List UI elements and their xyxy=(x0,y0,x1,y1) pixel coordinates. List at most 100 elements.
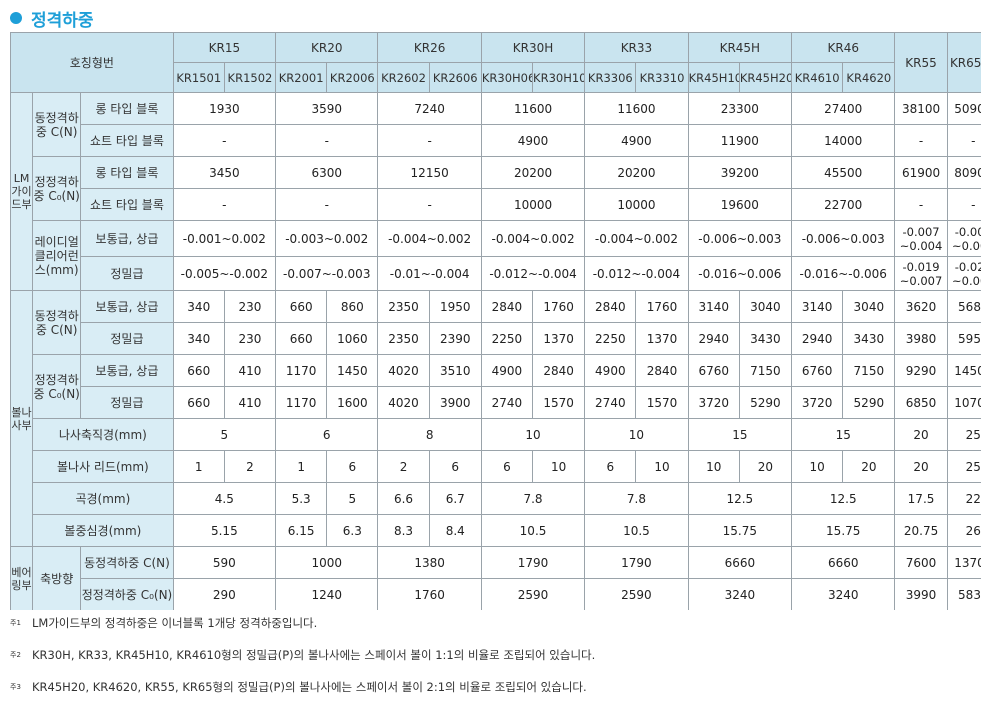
value-cell: 590 xyxy=(172,546,277,579)
value-cell: 3510 xyxy=(428,354,482,387)
value-cell: 6.7 xyxy=(428,482,482,515)
value-cell: 2250 xyxy=(480,322,534,355)
value-cell: 10 xyxy=(635,450,689,483)
value-cell: 7600 xyxy=(894,546,948,579)
model-subheader: KR1501 xyxy=(172,62,225,93)
value-cell: 8.4 xyxy=(428,514,482,547)
value-cell: 2390 xyxy=(428,322,482,355)
value-cell: 39200 xyxy=(687,156,793,189)
value-cell: - xyxy=(377,188,482,221)
value-cell: 11900 xyxy=(687,124,793,157)
value-cell: 3980 xyxy=(894,322,948,355)
row-label: 나사축직경(mm) xyxy=(32,418,174,451)
value-cell: 4900 xyxy=(480,124,586,157)
value-cell: 1370 xyxy=(532,322,586,355)
section-ball-screw: 볼나사부 xyxy=(10,290,34,547)
value-cell: 2840 xyxy=(635,354,689,387)
value-cell: 1930 xyxy=(172,92,277,125)
value-cell: - xyxy=(377,124,482,157)
value-cell: 10000 xyxy=(584,188,689,221)
table-row: 정밀급 -0.005~-0.002 -0.007~-0.003 -0.01~-0.00… xyxy=(11,256,981,291)
table-row: 곡경(mm) 4.5 5.3 5 6.6 6.7 7.8 7.8 12.5 12.5 17.5 22 xyxy=(11,482,981,515)
value-cell: 11600 xyxy=(584,92,689,125)
value-cell: - xyxy=(172,188,277,221)
value-cell: 10 xyxy=(532,450,586,483)
value-cell: 1170 xyxy=(275,386,328,419)
value-cell: -0.006~0.003 xyxy=(791,220,896,257)
value-cell: 6760 xyxy=(791,354,844,387)
value-cell: 38100 xyxy=(894,92,948,125)
value-cell: -0.012~-0.004 xyxy=(584,256,689,291)
value-cell: - xyxy=(946,188,981,221)
footnote-marker: 주1 xyxy=(10,619,21,627)
footnote-text: KR45H20, KR4620, KR55, KR65형의 정밀급(P)의 볼나… xyxy=(32,680,587,694)
row-label: 정밀급 xyxy=(80,256,174,291)
value-cell: 5830 xyxy=(946,578,981,610)
section-title: 정격하중 xyxy=(10,6,94,31)
value-cell: 1380 xyxy=(377,546,482,579)
value-cell: 3140 xyxy=(687,290,740,323)
value-cell: 8.3 xyxy=(377,514,430,547)
model-subheader: KR1502 xyxy=(223,62,277,93)
value-cell: - xyxy=(275,124,379,157)
value-cell: 26 xyxy=(946,514,981,547)
value-cell: 20 xyxy=(738,450,793,483)
table-row: 호칭형번 KR15 KR20 KR26 KR30H KR33 KR45H KR46 KR55 KR… xyxy=(10,32,981,93)
value-cell: 5290 xyxy=(842,386,896,419)
value-cell: 1790 xyxy=(584,546,689,579)
value-cell: 15.75 xyxy=(687,514,793,547)
row-group-label: 정정격하중 C₀(N) xyxy=(32,156,82,221)
value-cell: 10 xyxy=(687,450,740,483)
model-subheader: KR30H10 xyxy=(532,62,586,93)
value-cell: 22 xyxy=(946,482,981,515)
value-cell: 2 xyxy=(223,450,277,483)
value-cell: 1570 xyxy=(532,386,586,419)
value-cell: 50900 xyxy=(946,92,981,125)
value-cell: 6 xyxy=(584,450,637,483)
model-subheader: KR45H10 xyxy=(687,62,740,93)
row-group-label: 레이디얼클리어런스(mm) xyxy=(32,220,82,291)
row-label: 곡경(mm) xyxy=(32,482,174,515)
footnote-1: 주1 LM가이드부의 정격하중은 이너블록 1개당 정격하중입니다. xyxy=(10,612,317,634)
row-label: 볼중심경(mm) xyxy=(32,514,174,547)
value-cell: 6.3 xyxy=(326,514,379,547)
value-cell: 3430 xyxy=(738,322,793,355)
row-group-label: 동정격하중 C(N) xyxy=(32,92,82,157)
value-cell: 1450 xyxy=(326,354,379,387)
value-cell: 2940 xyxy=(791,322,844,355)
table-row: KR1501 KR1502 KR2001 KR2006 KR2602 KR2606 KR30… xyxy=(11,62,982,93)
value-cell: -0.007~-0.003 xyxy=(275,256,379,291)
table-row: 나사축직경(mm) 5 6 8 10 10 15 15 20 25 xyxy=(11,418,981,451)
model-group-header: KR46 xyxy=(791,32,896,63)
value-cell: 10 xyxy=(791,450,844,483)
value-cell: 6 xyxy=(428,450,482,483)
model-subheader: KR4610 xyxy=(791,62,844,93)
value-cell: 6.6 xyxy=(377,482,430,515)
value-cell: 1060 xyxy=(326,322,379,355)
value-cell: - xyxy=(894,124,948,157)
value-cell: 3620 xyxy=(894,290,948,323)
model-group-header: KR26 xyxy=(377,32,482,63)
value-cell: 660 xyxy=(275,322,328,355)
rating-table-wrapper: 호칭형번 KR15 KR20 KR26 KR30H KR33 KR45H KR46 KR55 KR… xyxy=(10,32,981,610)
table-row: 쇼트 타입 블록 - - -10000 10000 19600 22700- - xyxy=(11,188,981,221)
value-cell: 13700 xyxy=(946,546,981,579)
footnote-text: KR30H, KR33, KR45H10, KR4610형의 정밀급(P)의 볼… xyxy=(32,648,596,662)
value-cell: 3240 xyxy=(791,578,896,610)
value-cell: 20 xyxy=(894,450,948,483)
value-cell: 10.5 xyxy=(480,514,586,547)
value-cell: 290 xyxy=(172,578,277,610)
value-cell: 6 xyxy=(275,418,379,451)
value-cell: - xyxy=(894,188,948,221)
row-label: 쇼트 타입 블록 xyxy=(80,188,174,221)
row-label: 정정격하중 C₀(N) xyxy=(80,578,174,610)
value-cell: -0.022 ~0.008 xyxy=(946,256,981,291)
value-cell: 3140 xyxy=(791,290,844,323)
row-label: 볼나사 리드(mm) xyxy=(32,450,174,483)
table-row: 정밀급 340 230 660 1060 2350 2390 2250 1370 2250 1370… xyxy=(11,322,981,355)
value-cell: 6660 xyxy=(791,546,896,579)
table-row: 정밀급 660 410 1170 1600 4020 3900 2740 1570 2740 157… xyxy=(11,386,981,419)
value-cell: 3590 xyxy=(275,92,379,125)
value-cell: 12.5 xyxy=(687,482,793,515)
row-label: 정밀급 xyxy=(80,322,174,355)
